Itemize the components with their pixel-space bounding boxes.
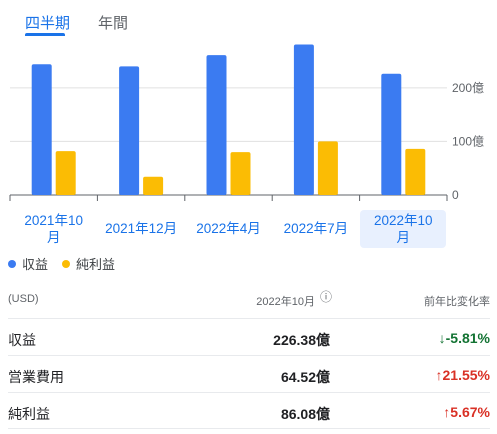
info-icon[interactable]: ⓘ: [320, 290, 333, 304]
bar-net-income[interactable]: [405, 148, 426, 195]
legend-dot-revenue: [8, 259, 16, 268]
y-tick-label: 0: [452, 188, 459, 202]
row-value: 226.38億: [273, 332, 330, 348]
table-row-operating-expense: 営業費用 64.52億 ↑21.55%: [8, 355, 490, 391]
bar-net-income[interactable]: [55, 151, 76, 195]
legend-dot-net-income: [62, 259, 71, 268]
tab-annual[interactable]: 年間: [98, 15, 129, 32]
bar-revenue[interactable]: [119, 66, 140, 195]
period-header: 2022年10月: [256, 296, 315, 308]
arrow-up-icon: ↑: [443, 404, 451, 420]
x-category-label[interactable]: 2022年4月: [196, 221, 261, 236]
row-label: 純利益: [8, 406, 50, 422]
bar-revenue[interactable]: [381, 73, 402, 195]
currency-unit: (USD): [8, 293, 39, 305]
row-change: ↑5.67%: [443, 404, 490, 420]
x-category-label[interactable]: 2022年7月: [283, 221, 349, 236]
legend-label-revenue: 収益: [22, 257, 49, 272]
row-value: 64.52億: [280, 369, 330, 385]
table-header: (USD) 2022年10月 ⓘ 前年比変化率: [8, 286, 490, 312]
bar-net-income[interactable]: [230, 152, 251, 195]
table-bottom-divider: [8, 428, 490, 429]
x-category-label[interactable]: 2021年12月: [105, 221, 178, 236]
legend-item-net-income: 純利益: [62, 254, 115, 273]
row-label: 収益: [8, 332, 36, 348]
arrow-down-icon: ↓: [438, 330, 446, 346]
x-category-label[interactable]: 2021年10 月: [24, 213, 83, 245]
table-row-revenue: 収益 226.38億 ↓-5.81%: [8, 318, 490, 354]
period-tabs: 四半期 年間: [0, 0, 497, 40]
bar-revenue[interactable]: [31, 64, 52, 196]
table-row-net-income: 純利益 86.08億 ↑5.67%: [8, 392, 490, 428]
x-category-label[interactable]: 2022年10 月: [360, 210, 447, 248]
tab-selected-indicator: [25, 33, 65, 36]
arrow-up-icon: ↑: [435, 367, 443, 383]
tab-quarterly[interactable]: 四半期: [25, 15, 71, 32]
legend-label-net-income: 純利益: [76, 257, 116, 272]
legend-item-revenue: 収益: [8, 254, 48, 273]
chart-legend: 収益 純利益: [8, 254, 129, 273]
row-value: 86.08億: [280, 406, 330, 422]
row-change: ↑21.55%: [435, 367, 490, 383]
row-change: ↓-5.81%: [438, 330, 490, 346]
y-tick-label: 200億: [452, 81, 484, 95]
yoy-header: 前年比変化率: [424, 296, 490, 308]
bar-revenue[interactable]: [293, 44, 314, 195]
y-tick-label: 100億: [452, 134, 484, 148]
financials-bar-chart: 0 100億 200億: [9, 44, 484, 202]
bar-net-income[interactable]: [143, 176, 164, 195]
row-label: 営業費用: [8, 369, 64, 385]
bar-net-income[interactable]: [317, 141, 338, 195]
bar-revenue[interactable]: [206, 55, 227, 195]
